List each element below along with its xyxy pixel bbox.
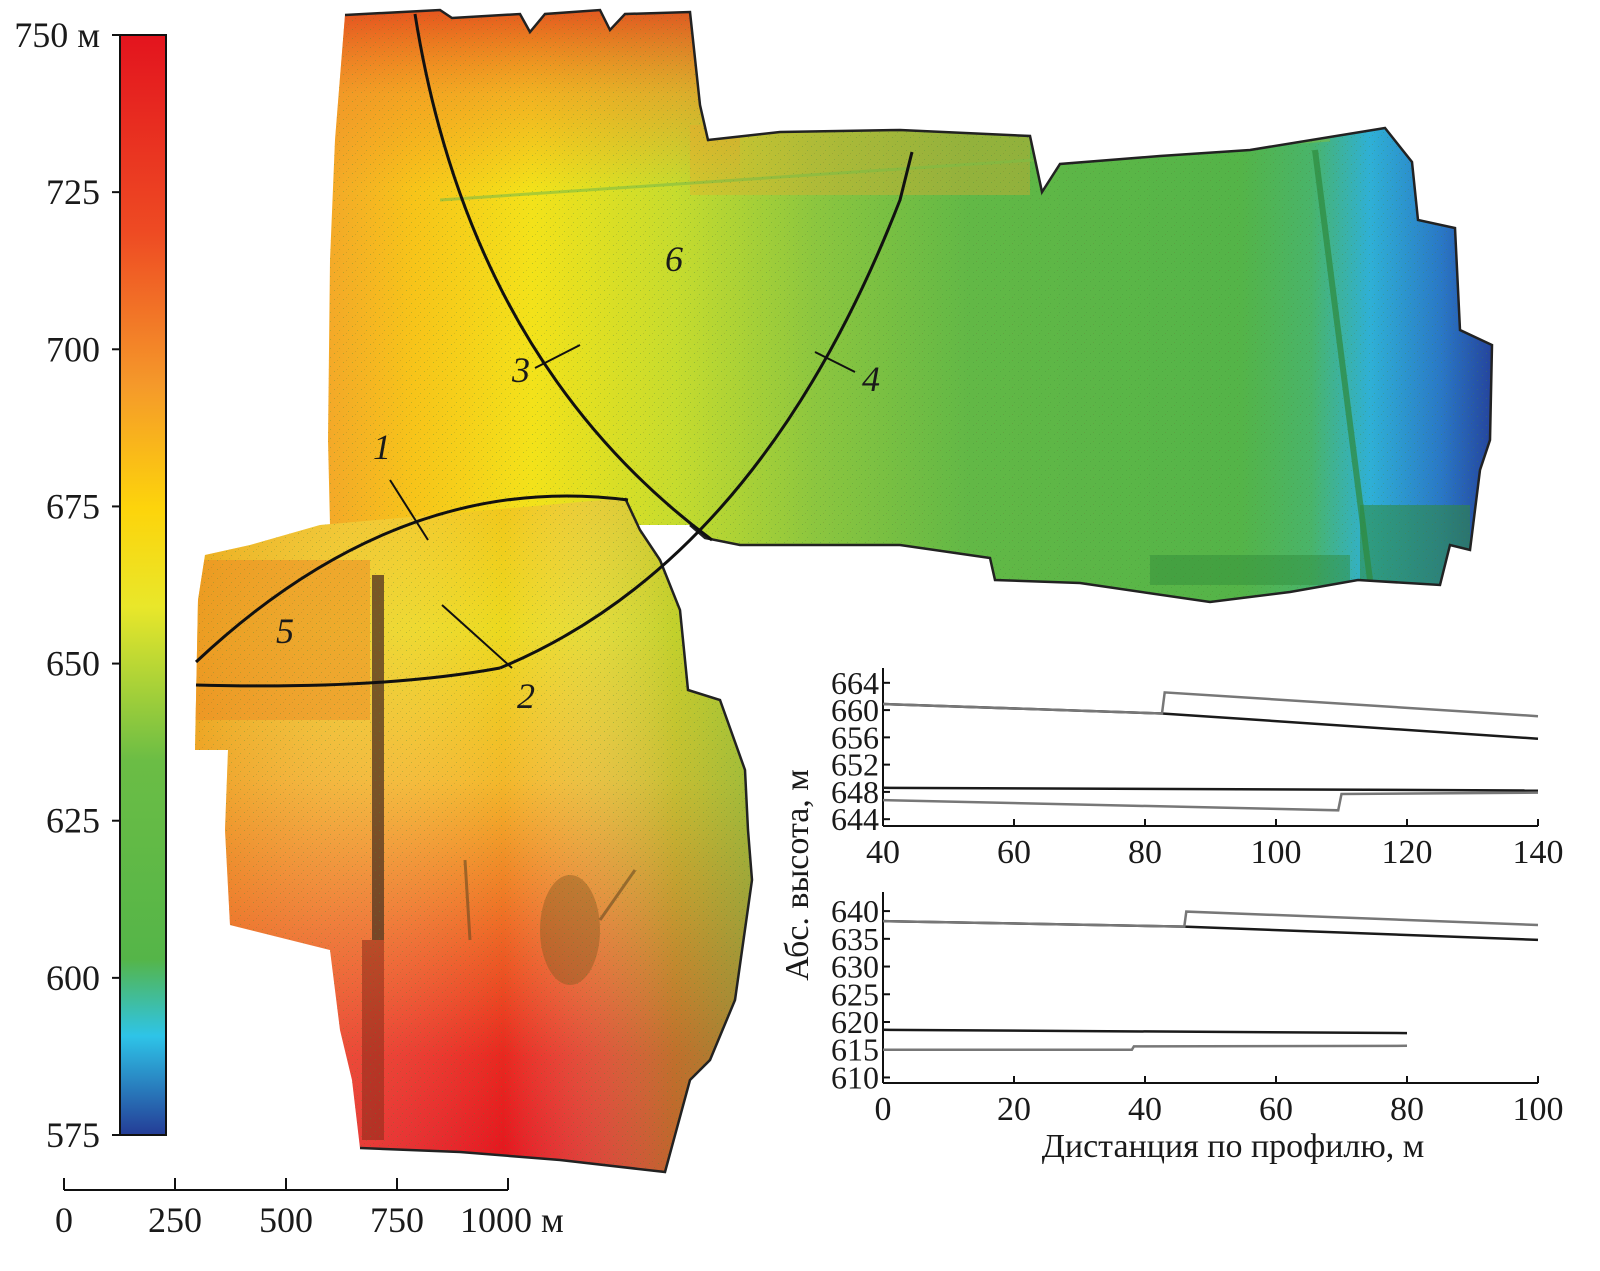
map-label-2: 2	[517, 676, 535, 716]
scale-bar-tick-label: 500	[259, 1200, 313, 1240]
y-tick-label: 656	[831, 719, 879, 755]
x-tick-label: 120	[1382, 834, 1433, 871]
map-label-1: 1	[373, 427, 391, 467]
scale-bar-tick-label: 250	[148, 1200, 202, 1240]
colorbar-tick-label: 750 м	[14, 15, 100, 55]
x-tick-label: 20	[997, 1091, 1031, 1128]
y-tick-label: 635	[831, 921, 879, 957]
profile-curve-5-bottom	[195, 666, 501, 688]
map-label-3: 3	[511, 350, 530, 390]
section-tick-1	[389, 479, 429, 541]
x-tick-label: 0	[875, 1091, 892, 1128]
scale-bar-tick-label: 0	[55, 1200, 73, 1240]
y-tick-label: 648	[831, 774, 879, 810]
section-tick-3	[534, 344, 581, 369]
x-tick-label: 100	[1251, 834, 1302, 871]
profile-series-line	[883, 1044, 1408, 1051]
map-label-4: 4	[862, 359, 880, 399]
y-tick-label: 610	[831, 1059, 879, 1095]
profile-series-line	[882, 791, 1539, 812]
colorbar-tick-label: 600	[46, 958, 100, 998]
x-tick-label: 100	[1513, 1091, 1564, 1128]
colorbar-tick-label: 575	[46, 1115, 100, 1155]
colorbar: 750 м 725 700 675 650 625 600 575	[14, 15, 167, 1155]
y-tick-label: 640	[831, 893, 879, 929]
scale-bar-tick-label: 1000 м	[460, 1200, 564, 1240]
x-tick-label: 60	[1259, 1091, 1293, 1128]
y-tick-label: 625	[831, 976, 879, 1012]
profile-curve-4	[499, 151, 914, 670]
profile-curve-3-4	[413, 13, 713, 542]
colorbar-tick-label: 650	[46, 644, 100, 684]
profile-series-line	[882, 691, 1539, 718]
y-tick-label: 644	[831, 801, 879, 837]
scale-bar-ticks: 0 250 500 750 1000 м	[55, 1178, 564, 1240]
colorbar-ticks: 750 м 725 700 675 650 625 600 575	[14, 15, 120, 1155]
y-tick-label: 664	[831, 665, 879, 701]
x-tick-label: 40	[866, 834, 900, 871]
profile-series-line	[882, 910, 1539, 928]
chart-y-axis-label: Абс. высота, м	[779, 769, 816, 981]
x-tick-label: 80	[1390, 1091, 1424, 1128]
map-label-6: 6	[665, 239, 683, 279]
map-label-5: 5	[276, 611, 294, 651]
y-tick-label: 630	[831, 949, 879, 985]
y-tick-label: 652	[831, 747, 879, 783]
colorbar-tick-label: 725	[46, 172, 100, 212]
section-tick-4	[814, 351, 856, 373]
y-tick-label: 615	[831, 1032, 879, 1068]
y-tick-label: 620	[831, 1004, 879, 1040]
y-tick-label: 660	[831, 692, 879, 728]
colorbar-tick-label: 625	[46, 801, 100, 841]
x-tick-label: 80	[1128, 834, 1162, 871]
chart-x-axis-label: Дистанция по профилю, м	[1042, 1128, 1425, 1165]
profile-curve-5-top	[194, 494, 629, 664]
profile-series-line	[882, 786, 1539, 792]
x-tick-label: 140	[1513, 834, 1564, 871]
scale-bar: 0 250 500 750 1000 м	[55, 1178, 564, 1240]
colorbar-tick-label: 675	[46, 486, 100, 526]
section-tick-2	[441, 604, 513, 669]
x-tick-label: 60	[997, 834, 1031, 871]
colorbar-tick-label: 700	[46, 329, 100, 369]
profile-series-line	[882, 1028, 1408, 1035]
scale-bar-tick-label: 750	[370, 1200, 424, 1240]
x-tick-label: 40	[1128, 1091, 1162, 1128]
